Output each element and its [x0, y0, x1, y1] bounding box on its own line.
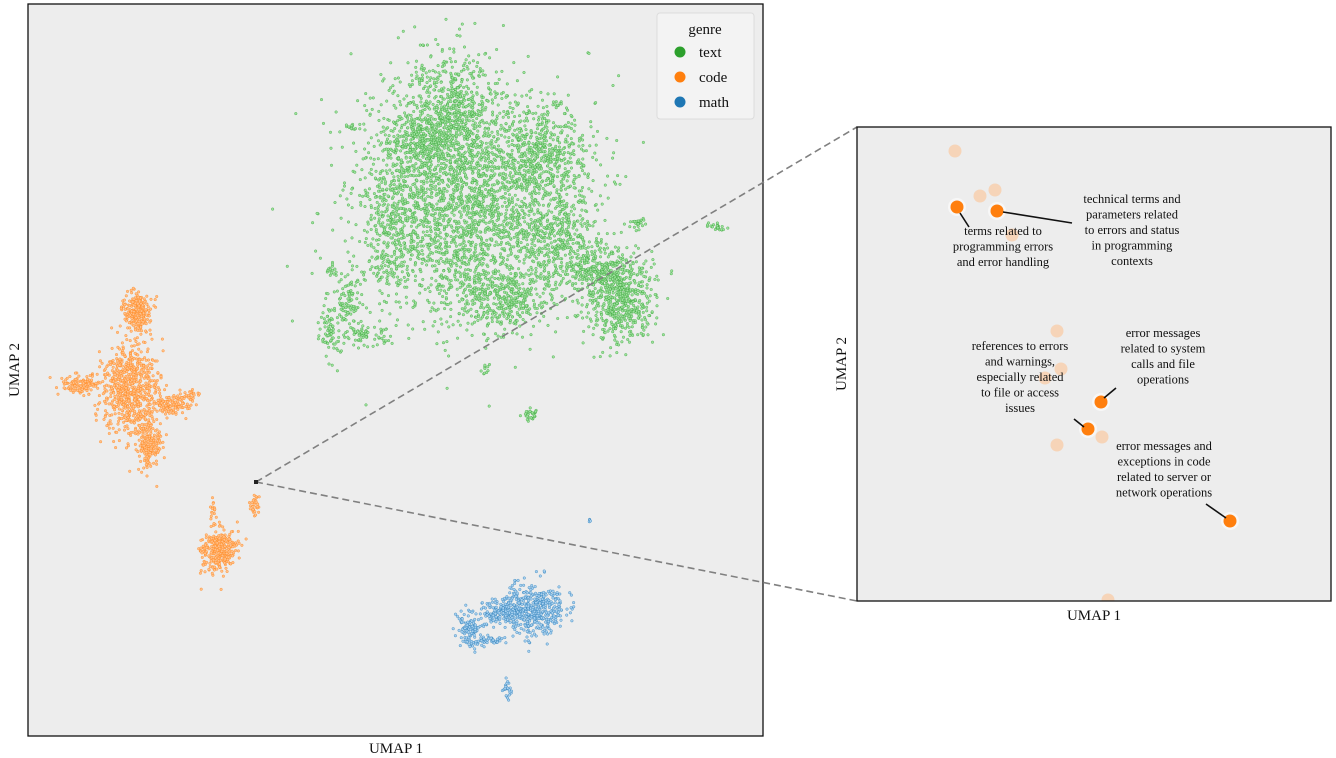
annotation-label-1: technical terms and parameters related to …: [1083, 192, 1181, 268]
annotation-leader-line: [959, 212, 970, 228]
annotation-leader-line: [1002, 211, 1073, 224]
main-plot-background: [27, 3, 764, 737]
legend-entry-code: code: [674, 70, 728, 86]
zoom-connector-lines: [254, 126, 858, 602]
legend-entry-math: math: [674, 95, 729, 111]
inset-scatter-panel: terms related to programming errors and er…: [834, 126, 1332, 624]
inset-scatter-points: [948, 144, 1239, 601]
annotation-label-4: error messages and exceptions in code rela…: [1116, 439, 1213, 500]
inset-x-axis-label: UMAP 1: [1067, 608, 1121, 624]
zoom-connector-bottom: [255, 481, 858, 602]
annotation-leader-line: [1205, 503, 1227, 519]
inset-plot-background: [857, 127, 1331, 601]
annotation-leader-line: [1103, 387, 1117, 399]
legend-title: genre: [688, 22, 722, 38]
legend-marker-text: [674, 46, 686, 58]
inset-plot-frame: [856, 126, 1332, 602]
annotation-label-0: terms related to programming errors and er…: [953, 224, 1053, 269]
legend-marker-code: [674, 71, 686, 83]
main-x-axis-label: UMAP 1: [369, 741, 423, 757]
zoom-region-marker: [254, 480, 258, 484]
legend-box: [656, 12, 755, 120]
legend-label-text: text: [699, 45, 722, 61]
legend: genre text code math: [656, 12, 755, 120]
annotation-label-2: references to errors and warnings, especia…: [972, 339, 1069, 415]
inset-annotations: terms related to programming errors and er…: [953, 192, 1227, 519]
annotation-leader-line: [1073, 418, 1085, 428]
zoom-connector-top: [255, 126, 858, 483]
legend-entry-text: text: [674, 45, 722, 61]
annotation-label-3: error messages related to system calls and…: [1121, 326, 1206, 387]
main-scatter-panel: genre text code math UMAP 1 UMAP 2: [7, 3, 764, 757]
inset-y-axis-label: UMAP 2: [834, 337, 850, 391]
legend-label-math: math: [699, 95, 729, 111]
main-y-axis-label: UMAP 2: [7, 343, 23, 397]
legend-marker-math: [674, 96, 686, 108]
main-scatter-points: [48, 17, 730, 702]
legend-label-code: code: [699, 70, 728, 86]
